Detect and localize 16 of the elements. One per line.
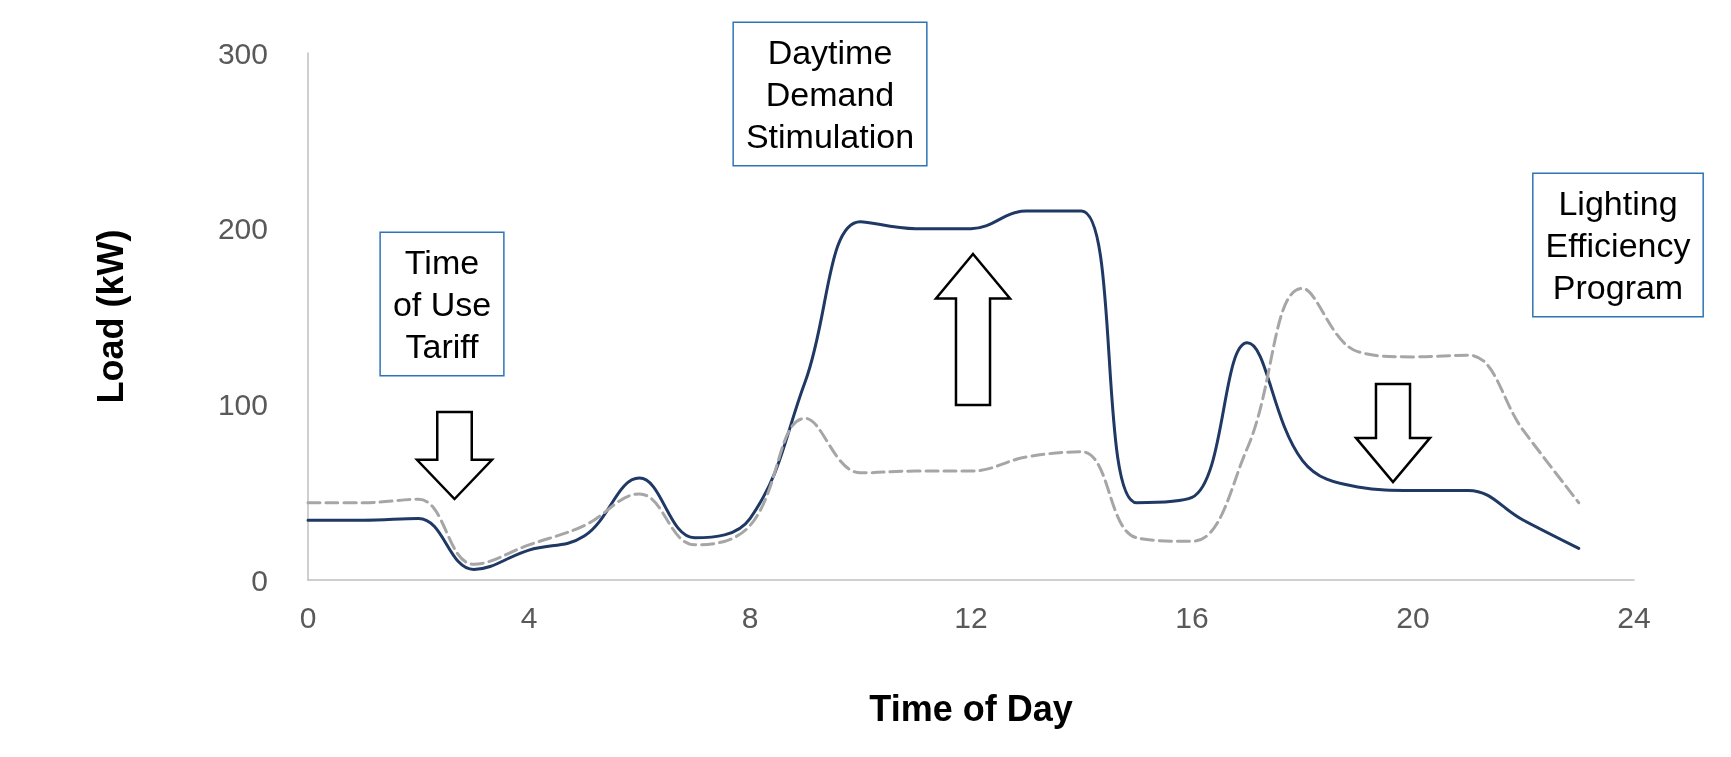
x-tick-label: 12 bbox=[954, 600, 988, 634]
annotation: Time of Use Tariff bbox=[392, 243, 492, 365]
x-tick-label: 20 bbox=[1396, 600, 1430, 634]
x-tick-label: 0 bbox=[299, 600, 317, 634]
x-tick-label: 8 bbox=[741, 600, 759, 634]
x-tick-label: 16 bbox=[1175, 600, 1209, 634]
y-axis-title: Load (kW) bbox=[89, 229, 131, 404]
y-tick-label: 200 bbox=[217, 212, 268, 246]
y-tick-label: 300 bbox=[217, 36, 268, 70]
x-axis-title: Time of Day bbox=[869, 687, 1073, 729]
annotation: Lighting Efficiency Program bbox=[1545, 184, 1691, 306]
annotation: Daytime Demand Stimulation bbox=[745, 33, 915, 155]
y-tick-label: 100 bbox=[217, 387, 268, 421]
y-tick-label: 0 bbox=[251, 563, 268, 597]
x-tick-label: 4 bbox=[520, 600, 538, 634]
x-tick-label: 24 bbox=[1617, 600, 1651, 634]
